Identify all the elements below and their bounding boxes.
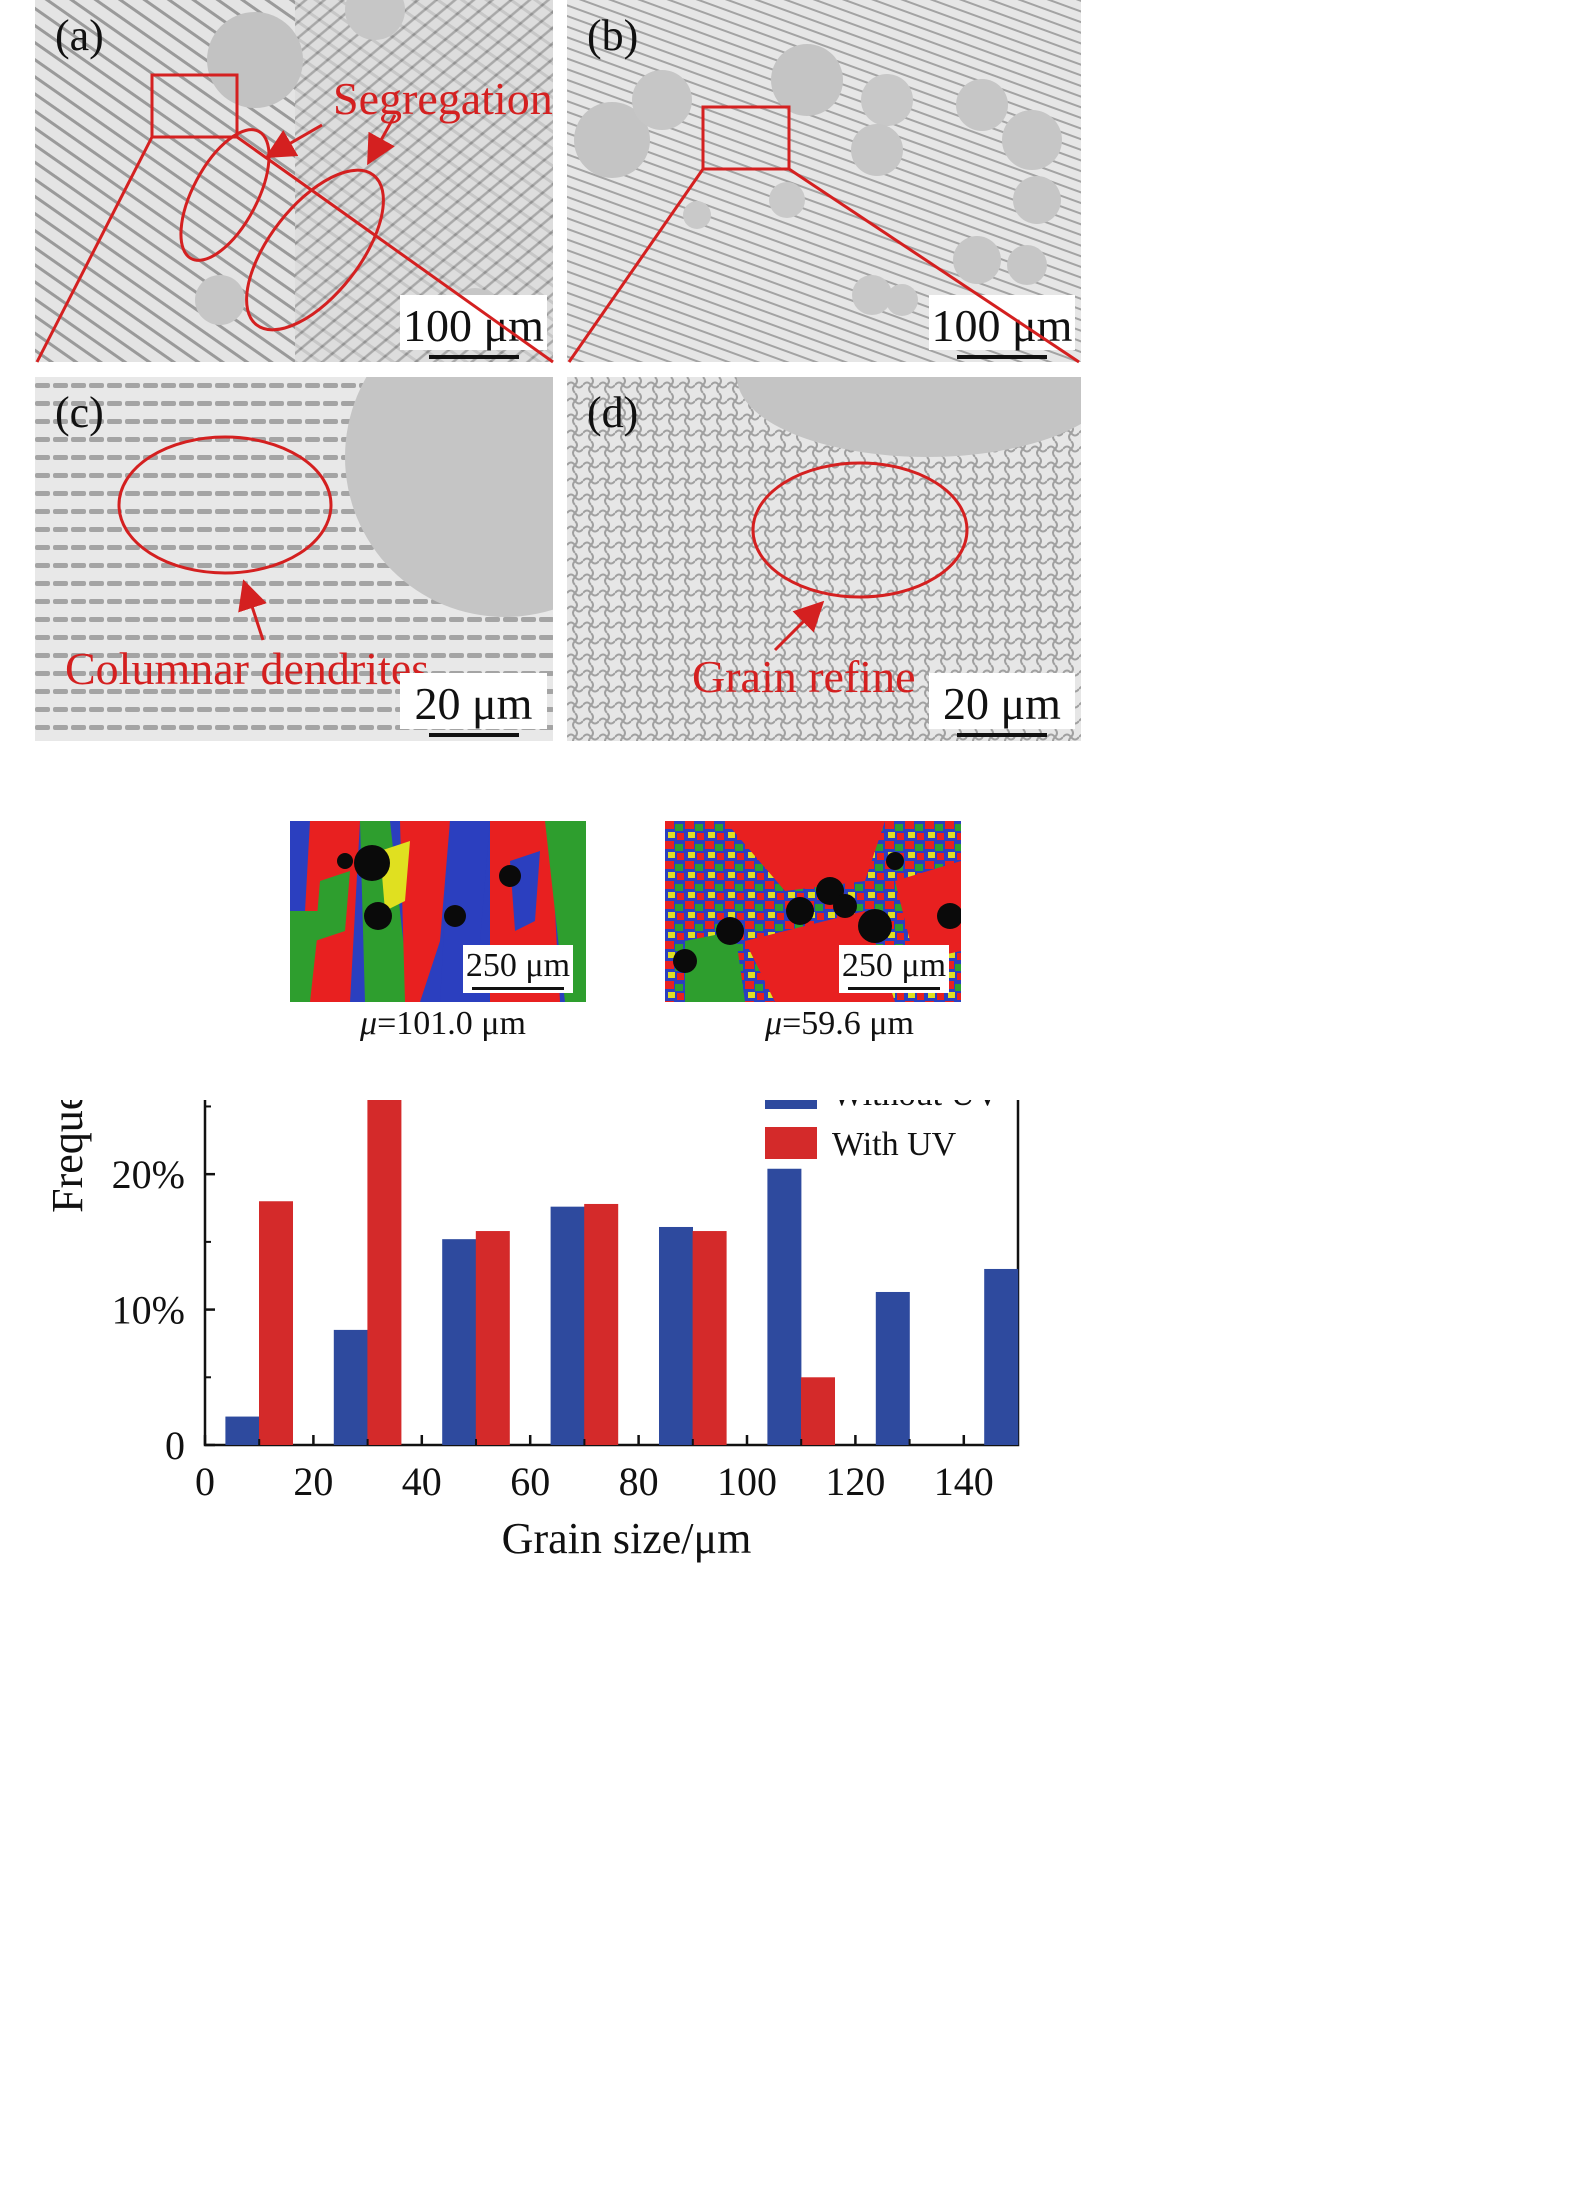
micrograph-b-texture — [567, 0, 1081, 362]
x-tick-label-20: 20 — [293, 1459, 333, 1504]
bar-without-uv-50 — [442, 1239, 477, 1445]
bar-without-uv-30 — [333, 1329, 368, 1445]
scale-bar-d-line — [957, 733, 1047, 737]
bar-without-uv-150 — [984, 1268, 1019, 1445]
micrograph-c: (c) Columnar dendrites 20 μm — [35, 377, 553, 741]
zoom-line-a-left — [35, 136, 154, 363]
ebsd-with-uv-mean: =59.6 μm — [782, 1005, 914, 1042]
y-tick-label-0: 0 — [165, 1423, 185, 1468]
segregation-ellipse-2 — [245, 168, 385, 332]
panel-label-c: (c) — [55, 388, 104, 437]
ebsd-without-uv-scale-label: 250 μm — [465, 947, 571, 984]
ebsd-without-uv-scale: 250 μm — [463, 945, 573, 993]
panel-label-d: (d) — [587, 388, 639, 437]
mu-symbol-left: μ — [360, 1005, 378, 1042]
legend-swatch-without-uv — [765, 1100, 817, 1109]
scale-bar-c: 20 μm — [400, 673, 547, 737]
x-tick-label-40: 40 — [402, 1459, 442, 1504]
y-tick-label-20%: 20% — [112, 1152, 185, 1197]
panel-label-b: (b) — [587, 11, 639, 60]
zoom-box-a — [150, 73, 239, 139]
zoom-box-b — [701, 105, 791, 171]
ebsd-without-uv-caption: μ=101.0 μm — [360, 1005, 526, 1043]
micrograph-d: (d) Grain refine 20 μm — [567, 377, 1081, 741]
columnar-ellipse — [117, 435, 333, 575]
ebsd-with-uv-scale-label: 250 μm — [841, 947, 947, 984]
x-axis-label: Grain size/μm — [502, 1514, 752, 1563]
refine-ellipse — [751, 461, 969, 599]
y-tick-label-10%: 10% — [112, 1288, 185, 1333]
x-tick-label-60: 60 — [510, 1459, 550, 1504]
scale-bar-d: 20 μm — [929, 673, 1075, 737]
segregation-label: Segregation — [333, 73, 553, 124]
scale-bar-b-line — [957, 355, 1047, 359]
panel-label-a: (a) — [55, 11, 104, 60]
legend-label-without-uv: Without UV — [832, 1100, 1000, 1113]
x-tick-label-0: 0 — [195, 1459, 215, 1504]
bar-without-uv-110 — [767, 1168, 802, 1445]
bar-with-uv-30 — [367, 1100, 402, 1445]
segregation-arrow-2 — [367, 114, 397, 166]
ebsd-without-uv-scale-bar — [472, 987, 564, 990]
scale-bar-d-label: 20 μm — [943, 678, 1061, 729]
zoom-line-b-left — [567, 168, 705, 363]
segregation-arrow-1 — [264, 123, 323, 158]
scale-bar-a-label: 100 μm — [403, 300, 544, 351]
ebsd-with-uv-scale-bar — [848, 987, 940, 990]
ebsd-without-uv-mean: =101.0 μm — [377, 1005, 526, 1042]
mu-symbol-right: μ — [765, 1005, 783, 1042]
ebsd-with-uv-caption: μ=59.6 μm — [765, 1005, 914, 1043]
bar-with-uv-110 — [801, 1377, 836, 1445]
x-tick-label-80: 80 — [619, 1459, 659, 1504]
bar-with-uv-70 — [584, 1203, 619, 1445]
scale-bar-a-line — [428, 355, 519, 359]
grain-refine-label: Grain refine — [692, 651, 916, 702]
legend-swatch-with-uv — [765, 1127, 817, 1159]
scale-bar-c-label: 20 μm — [414, 678, 533, 729]
bar-without-uv-90 — [658, 1226, 693, 1445]
ebsd-with-uv-map — [665, 821, 961, 1002]
annotation-overlay — [35, 73, 1080, 652]
legend-label-with-uv: With UV — [832, 1126, 957, 1163]
ebsd-with-uv-scale: 250 μm — [839, 945, 949, 993]
x-tick-label-140: 140 — [934, 1459, 994, 1504]
micrograph-d-texture — [567, 377, 1081, 741]
micrograph-b: (b) 100 μm — [567, 0, 1081, 362]
refine-arrow — [773, 600, 825, 652]
bar-with-uv-10 — [259, 1201, 294, 1445]
scale-bar-c-line — [428, 733, 519, 737]
bar-without-uv-130 — [875, 1291, 910, 1445]
bar-without-uv-10 — [225, 1416, 260, 1445]
segregation-ellipse-1 — [179, 128, 271, 262]
columnar-dendrites-label: Columnar dendrites — [65, 643, 430, 694]
ebsd-without-uv: 250 μm — [290, 821, 586, 1002]
x-tick-label-100: 100 — [717, 1459, 777, 1504]
bar-without-uv-70 — [550, 1206, 585, 1445]
bar-with-uv-90 — [692, 1231, 727, 1445]
bar-with-uv-50 — [475, 1231, 510, 1445]
x-tick-label-120: 120 — [825, 1459, 885, 1504]
zoom-line-b-right — [788, 167, 1080, 364]
zoom-line-a-right — [236, 135, 554, 364]
micrograph-a-texture — [35, 0, 553, 362]
y-axis-label: Frequency — [43, 1100, 92, 1213]
columnar-arrow — [238, 579, 267, 641]
ebsd-with-uv: 250 μm — [665, 821, 961, 1002]
